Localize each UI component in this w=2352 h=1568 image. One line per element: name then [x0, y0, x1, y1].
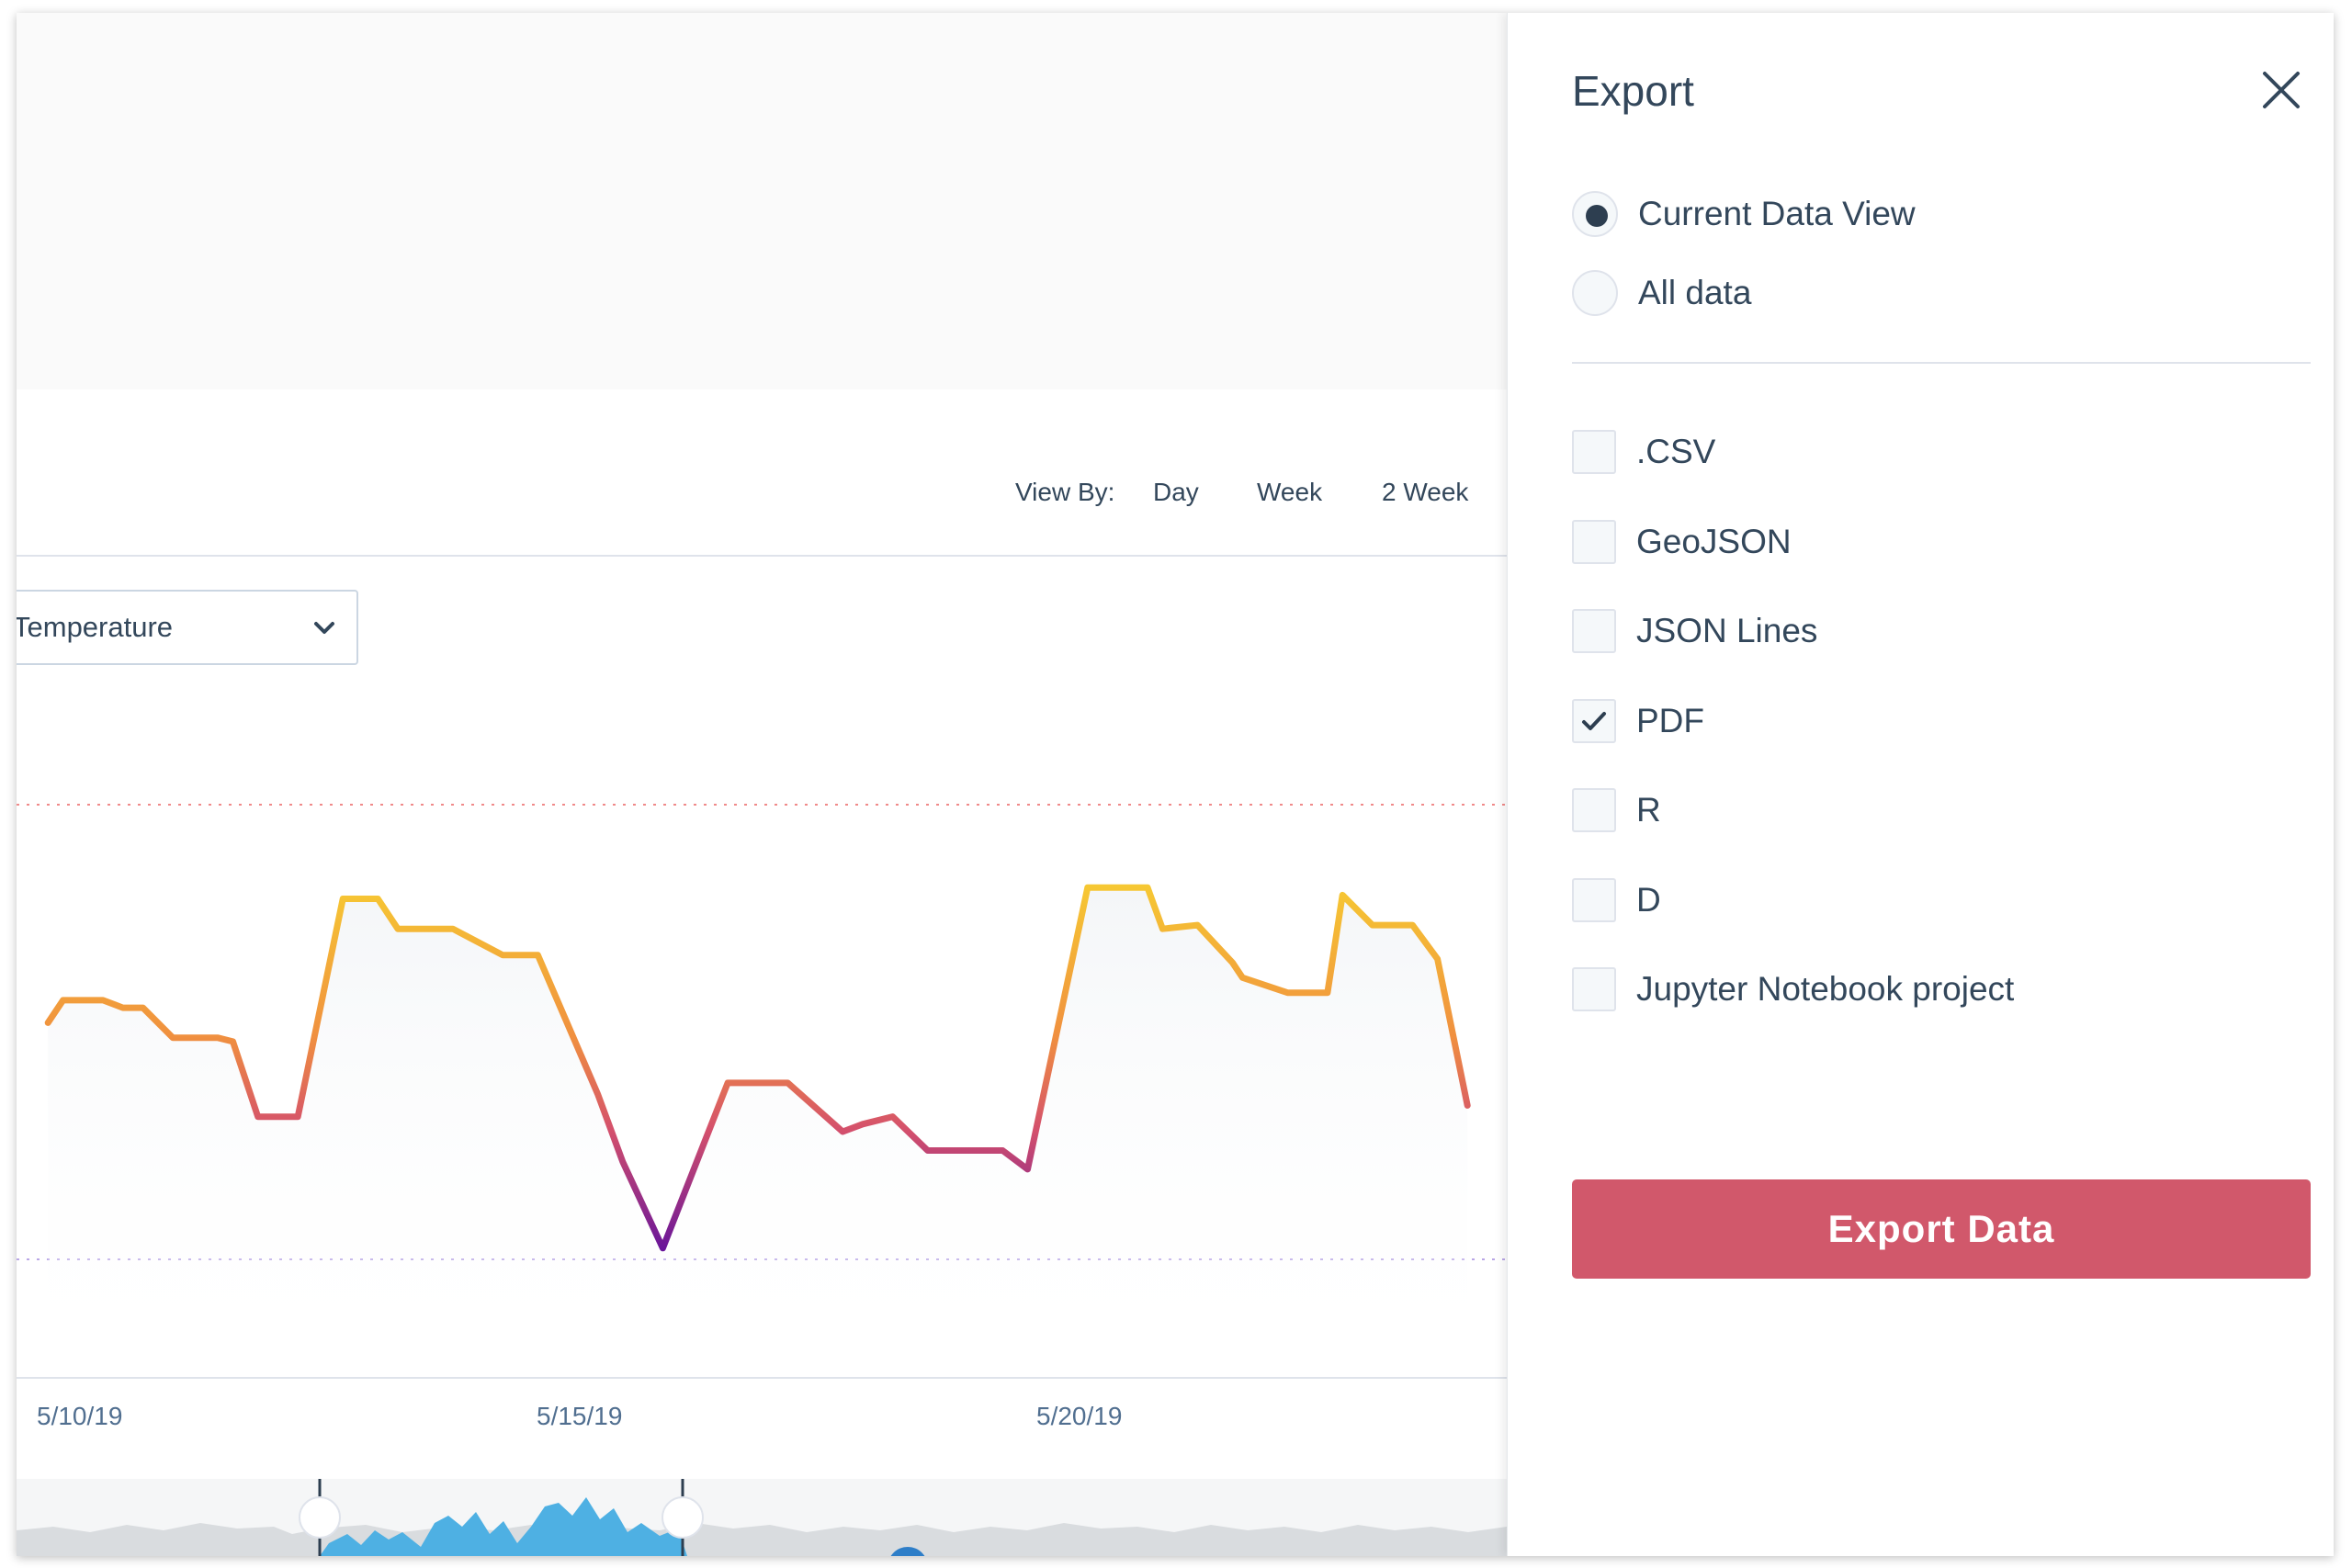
format-checkbox[interactable] — [1572, 609, 1616, 653]
format-option[interactable]: PDF — [1572, 698, 1704, 743]
format-option[interactable]: D — [1572, 877, 1661, 922]
format-option[interactable]: Jupyter Notebook project — [1572, 967, 2014, 1011]
checkmark-icon — [1582, 711, 1606, 730]
format-option[interactable]: GeoJSON — [1572, 519, 1792, 564]
brush-handle-left — [299, 1496, 341, 1539]
format-option[interactable]: .CSV — [1572, 430, 1715, 474]
format-checkbox[interactable] — [1572, 698, 1616, 743]
x-tick-label: 5/20/19 — [1036, 1402, 1123, 1430]
format-label: .CSV — [1636, 433, 1716, 470]
summary-panel — [17, 13, 1507, 389]
view-by-2-week[interactable]: 2 Week — [1382, 478, 1469, 506]
radio-button[interactable] — [1572, 191, 1618, 237]
format-option[interactable]: R — [1572, 788, 1661, 832]
dashboard-area: View By: Day Week 2 Week Temperature — [17, 13, 1507, 1556]
format-checkbox[interactable] — [1572, 519, 1616, 564]
app-window: View By: Day Week 2 Week Temperature — [17, 13, 2334, 1556]
format-label: D — [1636, 880, 1661, 919]
format-checkbox[interactable] — [1572, 788, 1616, 832]
format-label: JSON Lines — [1636, 612, 1818, 649]
x-tick-label: 5/15/19 — [537, 1402, 623, 1430]
brush-overview-chart — [17, 1479, 1507, 1556]
radio-label: Current Data View — [1638, 195, 1916, 232]
view-by-bar: View By: Day Week 2 Week — [17, 478, 1507, 514]
temperature-line — [44, 884, 1471, 1252]
format-label: PDF — [1636, 701, 1704, 739]
format-option[interactable]: JSON Lines — [1572, 609, 1817, 653]
view-by-divider — [17, 555, 1507, 557]
format-checkbox[interactable] — [1572, 877, 1616, 922]
metric-select[interactable]: Temperature — [17, 590, 358, 665]
temperature-chart — [17, 804, 1507, 1379]
series-area — [48, 887, 1468, 1378]
chevron-down-icon — [314, 622, 334, 634]
format-label: GeoJSON — [1636, 522, 1792, 560]
radio-all-data[interactable]: All data — [1572, 270, 1751, 316]
panel-title: Export — [1572, 67, 1694, 115]
radio-current-data-view[interactable]: Current Data View — [1572, 191, 1916, 237]
radio-label: All data — [1638, 274, 1752, 311]
view-by-day[interactable]: Day — [1153, 478, 1199, 506]
view-by-label: View By: — [1015, 478, 1115, 506]
panel-divider — [1572, 362, 2311, 364]
format-label: Jupyter Notebook project — [1636, 970, 2015, 1008]
radio-button[interactable] — [1572, 270, 1618, 316]
format-label: R — [1636, 791, 1661, 829]
format-checkbox[interactable] — [1572, 967, 1616, 1011]
metric-select-value: Temperature — [17, 611, 174, 643]
time-range-brush[interactable] — [17, 1479, 1507, 1556]
export-panel: Export Current Data View All data .CSV Ge… — [1507, 13, 2334, 1556]
export-data-button[interactable]: Export Data — [1572, 1179, 2311, 1279]
x-tick-label: 5/10/19 — [37, 1402, 123, 1430]
view-by-week[interactable]: Week — [1257, 478, 1323, 506]
close-icon[interactable] — [2261, 70, 2301, 110]
brush-handle-right — [662, 1496, 704, 1539]
format-checkbox[interactable] — [1572, 430, 1616, 474]
